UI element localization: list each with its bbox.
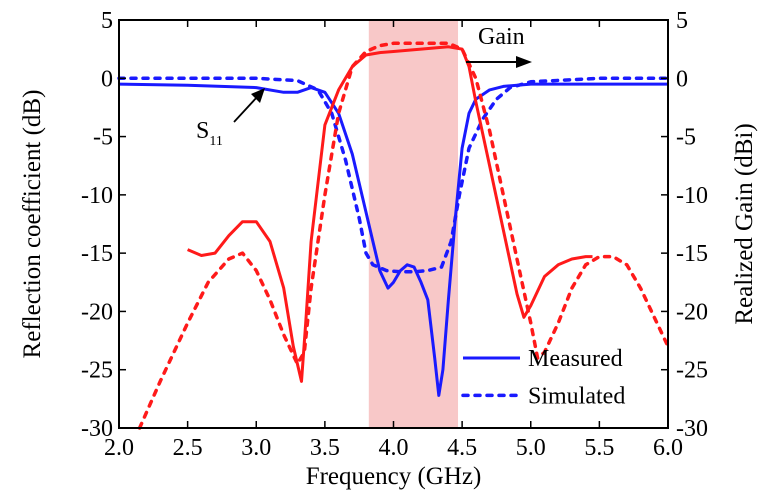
right-y-axis-title: Realized Gain (dBi) (731, 123, 758, 324)
right-y-tick-label: 5 (676, 8, 688, 34)
s11-annotation-base: S (196, 118, 209, 144)
legend-label-measured: Measured (528, 346, 623, 372)
x-tick-label: 5.5 (584, 435, 614, 461)
x-tick-label: 4.0 (379, 435, 409, 461)
x-axis-title: Frequency (GHz) (306, 463, 482, 490)
x-tick-label: 3.5 (310, 435, 340, 461)
gain-annotation: Gain (466, 24, 532, 68)
s11-annotation-subscript: 11 (209, 134, 222, 149)
s11-arrowhead-icon (251, 88, 265, 103)
right-y-tick-label: -15 (676, 241, 708, 267)
x-tick-label: 4.5 (447, 435, 477, 461)
legend: Measured Simulated (461, 346, 625, 409)
s11-annotation-arrow (233, 95, 259, 123)
legend-label-simulated: Simulated (528, 383, 625, 409)
gain-annotation-label: Gain (478, 24, 525, 50)
x-tick-label: 6.0 (653, 435, 683, 461)
s11-annotation-label: S11 (196, 118, 223, 149)
left-y-tick-label: 5 (101, 8, 113, 34)
left-y-tick-label: 0 (101, 66, 113, 92)
right-y-tick-label: 0 (676, 66, 688, 92)
gain-arrowhead-icon (516, 56, 532, 68)
x-tick-label: 5.0 (516, 435, 546, 461)
right-y-tick-label: -30 (676, 416, 708, 442)
right-y-tick-label: -5 (676, 125, 696, 151)
left-y-axis-title: Reflection coefficient (dB) (19, 90, 46, 359)
left-y-tick-label: -20 (81, 299, 113, 325)
s11-annotation: S11 (196, 88, 265, 149)
x-tick-label: 3.0 (241, 435, 271, 461)
series-gain-simulated (137, 41, 670, 430)
left-y-tick-label: -25 (81, 358, 113, 384)
right-y-tick-label: -20 (676, 299, 708, 325)
x-tick-label: 2.5 (173, 435, 203, 461)
series-s11-simulated (117, 76, 670, 274)
left-y-tick-label: -5 (93, 125, 113, 151)
left-y-tick-label: -15 (81, 241, 113, 267)
right-y-tick-label: -25 (676, 358, 708, 384)
left-y-tick-label: -10 (81, 183, 113, 209)
right-y-tick-label: -10 (676, 183, 708, 209)
left-y-tick-label: -30 (81, 416, 113, 442)
x-tick-label: 2.0 (104, 435, 134, 461)
